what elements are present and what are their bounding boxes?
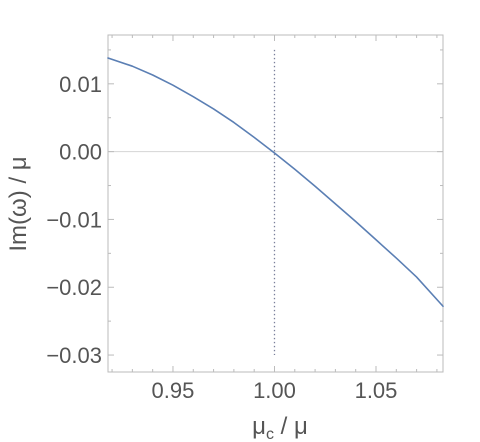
y-axis-title: Im(ω) / μ [5,156,32,251]
y-tick-label: 0.00 [59,140,102,165]
x-tick-label: 0.95 [152,378,195,403]
y-tick-label: −0.02 [46,275,102,300]
x-axis-title: μc / μ [252,413,308,442]
series-line-0 [107,57,444,308]
x-axis-title-tail: / μ [274,413,308,440]
y-tick-label: −0.01 [46,207,102,232]
x-tick-label: 1.05 [355,378,398,403]
ticks [108,35,443,372]
x-tick-label: 1.00 [253,378,296,403]
reference-lines [108,49,443,356]
y-tick-label: 0.01 [59,72,102,97]
x-axis-title-main: μ [252,413,266,440]
series-group [107,57,444,308]
plot-frame-group [107,34,444,373]
x-axis-title-subscript: c [266,426,274,442]
tick-labels: 0.95 1.00 1.05 0.01 0.00 −0.01 −0.02 −0.03 [46,72,397,403]
y-tick-label: −0.03 [46,343,102,368]
plot-frame [107,34,444,373]
